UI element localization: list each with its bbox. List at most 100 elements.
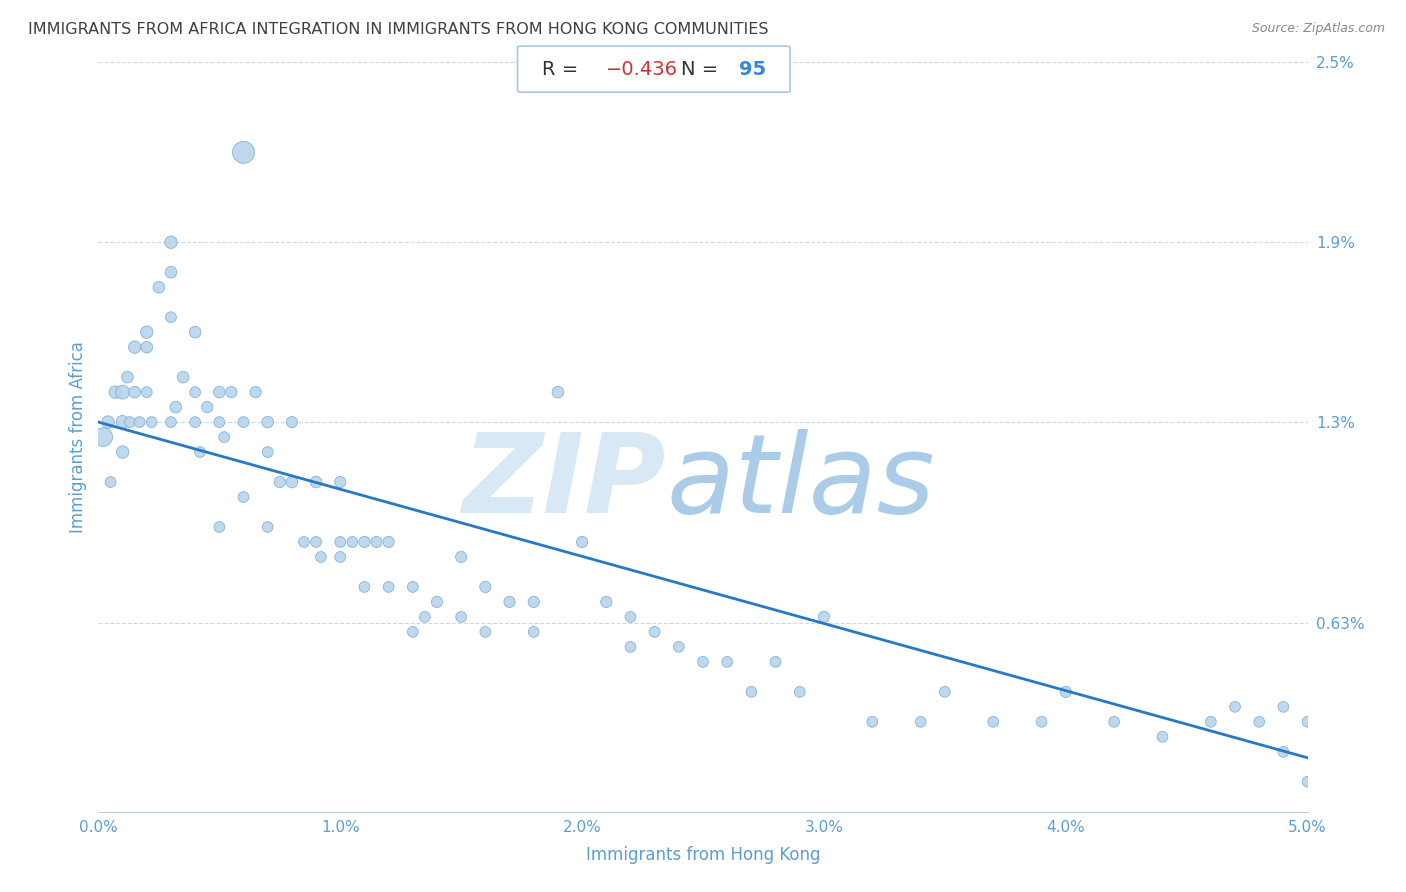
Text: 95: 95 [740,60,766,78]
Point [160,235,183,250]
Point [117,370,139,384]
Point [1272,745,1295,759]
Point [789,685,811,699]
Point [212,430,235,444]
Point [366,535,388,549]
Point [860,714,883,729]
Point [188,445,211,459]
Point [498,595,520,609]
Point [100,475,122,489]
Point [450,610,472,624]
Point [377,580,399,594]
Point [128,415,150,429]
Point [135,385,157,400]
Point [402,580,425,594]
Text: −0.436: −0.436 [606,60,678,78]
Point [1296,774,1319,789]
Point [208,415,231,429]
Point [292,535,315,549]
Point [1272,699,1295,714]
Point [172,370,194,384]
Point [184,385,207,400]
Point [1152,730,1174,744]
Point [1031,714,1053,729]
Point [305,475,328,489]
Point [232,415,254,429]
FancyBboxPatch shape [517,46,790,92]
Point [256,445,278,459]
Point [160,310,183,325]
Point [740,685,762,699]
Point [160,265,183,279]
X-axis label: Immigrants from Hong Kong: Immigrants from Hong Kong [586,847,820,864]
Point [232,145,254,160]
Point [342,535,364,549]
Point [353,580,375,594]
Point [402,624,425,639]
Point [124,385,146,400]
Point [1102,714,1125,729]
Point [910,714,932,729]
Point [1054,685,1077,699]
Point [97,415,120,429]
Point [245,385,267,400]
Text: R =: R = [541,60,583,78]
Point [165,400,187,414]
Point [377,535,399,549]
Text: N =: N = [681,60,724,78]
Point [269,475,291,489]
Point [450,549,472,564]
Point [148,280,170,294]
Point [934,685,956,699]
Point [124,340,146,354]
Point [1296,714,1319,729]
Point [474,580,496,594]
Point [692,655,714,669]
Point [256,415,278,429]
Y-axis label: Immigrants from Africa: Immigrants from Africa [69,341,87,533]
Point [208,520,231,534]
Point [644,624,666,639]
Point [118,415,141,429]
Point [305,535,328,549]
Point [1199,714,1222,729]
Point [111,445,134,459]
Point [141,415,163,429]
Point [135,340,157,354]
Point [547,385,569,400]
Text: IMMIGRANTS FROM AFRICA INTEGRATION IN IMMIGRANTS FROM HONG KONG COMMUNITIES: IMMIGRANTS FROM AFRICA INTEGRATION IN IM… [28,22,769,37]
Point [195,400,218,414]
Point [353,535,375,549]
Point [523,624,546,639]
Point [981,714,1004,729]
Point [221,385,243,400]
Point [329,475,352,489]
Point [111,415,134,429]
Point [1223,699,1246,714]
Point [619,610,641,624]
Point [184,325,207,339]
Point [232,490,254,504]
Text: Source: ZipAtlas.com: Source: ZipAtlas.com [1251,22,1385,36]
Point [329,549,352,564]
Point [104,385,127,400]
Point [571,535,593,549]
Point [329,535,352,549]
Point [1249,714,1271,729]
Point [523,595,546,609]
Point [716,655,738,669]
Point [595,595,617,609]
Point [111,385,134,400]
Point [256,520,278,534]
Point [281,415,304,429]
Point [309,549,332,564]
Text: atlas: atlas [666,428,935,535]
Point [281,475,304,489]
Point [619,640,641,654]
Point [813,610,835,624]
Point [413,610,436,624]
Point [208,385,231,400]
Point [765,655,787,669]
Point [160,415,183,429]
Point [474,624,496,639]
